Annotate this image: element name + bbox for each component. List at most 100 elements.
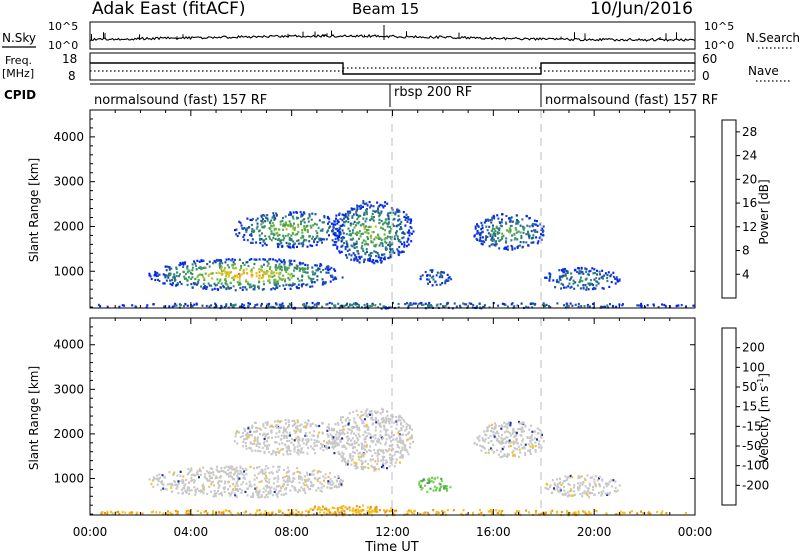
echo-cell (428, 304, 431, 307)
echo-cell (351, 245, 354, 248)
echo-cell (344, 460, 346, 463)
echo-cell (576, 270, 579, 274)
colorbar-tick-label: 4 (742, 267, 750, 281)
echo-cell (315, 269, 318, 272)
freq-label-line2: [MHz] (2, 67, 34, 80)
echo-cell (264, 435, 267, 438)
echo-cell (214, 261, 217, 264)
echo-cell (332, 512, 335, 515)
echo-cell (480, 239, 483, 243)
echo-cell (353, 440, 356, 443)
echo-cell (316, 479, 319, 482)
echo-cell (212, 262, 214, 265)
echo-cell (369, 459, 372, 462)
echo-cell (595, 284, 598, 287)
echo-cell (376, 463, 379, 466)
echo-cell (243, 238, 246, 241)
echo-cell (483, 447, 486, 450)
echo-cell (261, 471, 264, 474)
echo-cell (264, 421, 267, 424)
echo-cell (232, 261, 235, 264)
echo-cell (288, 475, 290, 478)
echo-cell (315, 223, 318, 226)
echo-cell (217, 470, 220, 473)
echo-cell (251, 425, 254, 428)
echo-cell (366, 506, 369, 509)
echo-cell (505, 436, 508, 439)
echo-cell (353, 461, 356, 464)
echo-cell (311, 508, 314, 511)
echo-cell (233, 267, 236, 270)
echo-cell (359, 257, 361, 260)
time-tick-label: 16:00 (476, 525, 511, 539)
echo-cell (531, 430, 534, 433)
echo-cell (297, 230, 300, 234)
echo-cell (569, 474, 572, 477)
echo-cell (392, 434, 395, 437)
echo-cell (196, 275, 199, 278)
echo-cell (213, 490, 216, 493)
echo-cell (278, 272, 281, 275)
echo-cell (359, 224, 362, 227)
echo-cell (293, 222, 295, 225)
echo-cell (197, 489, 200, 493)
echo-cell (570, 276, 573, 279)
echo-cell (356, 204, 359, 207)
echo-cell (228, 273, 231, 276)
echo-cell (350, 207, 353, 210)
echo-cell (337, 437, 340, 440)
echo-cell (259, 450, 262, 453)
echo-cell (242, 445, 245, 448)
echo-cell (313, 273, 316, 276)
echo-cell (520, 430, 523, 433)
echo-cell (523, 423, 526, 427)
echo-cell (255, 275, 258, 278)
echo-cell (448, 276, 451, 279)
echo-cell (338, 236, 340, 239)
echo-cell (262, 240, 265, 243)
echo-cell (343, 510, 346, 513)
echo-cell (581, 483, 584, 486)
echo-cell (316, 279, 319, 282)
echo-cell (308, 215, 311, 218)
echo-cell (503, 431, 506, 434)
echo-cell (251, 495, 254, 499)
y-tick-label: 4000 (53, 338, 84, 352)
echo-cell (432, 481, 435, 484)
echo-cell (280, 434, 283, 437)
echo-cell (277, 425, 280, 428)
echo-cell (347, 439, 349, 442)
echo-cell (392, 511, 395, 514)
echo-cell (430, 276, 433, 279)
cpid-panel: CPID normalsound (fast) 157 RF rbsp 200 … (4, 83, 718, 108)
velocity-colorbar-label: Velocity [m s-1] (756, 373, 771, 463)
echo-cell (542, 234, 545, 237)
echo-cell (476, 232, 479, 235)
echo-cell (187, 467, 190, 471)
echo-cell (288, 447, 290, 450)
echo-cell (164, 488, 167, 491)
echo-cell (374, 429, 377, 432)
echo-cell (292, 211, 295, 214)
freq-frame (89, 52, 696, 81)
echo-cell (352, 306, 355, 309)
echo-cell (411, 434, 414, 437)
echo-cell (225, 304, 228, 307)
echo-cell (369, 445, 372, 448)
echo-cell (280, 305, 282, 308)
echo-cell (360, 454, 363, 457)
echo-cell (219, 272, 222, 275)
echo-cell (289, 222, 292, 225)
echo-cell (270, 471, 273, 474)
echo-cell (104, 512, 106, 515)
echo-cell (271, 425, 274, 428)
echo-cell (340, 507, 343, 510)
echo-cell (381, 455, 384, 458)
echo-cell (206, 470, 209, 473)
echo-cell (508, 227, 511, 230)
echo-cell (285, 241, 288, 244)
echo-cell (377, 236, 380, 239)
echo-cell (319, 511, 322, 514)
echo-cell (344, 506, 347, 509)
echo-cell (369, 436, 372, 439)
